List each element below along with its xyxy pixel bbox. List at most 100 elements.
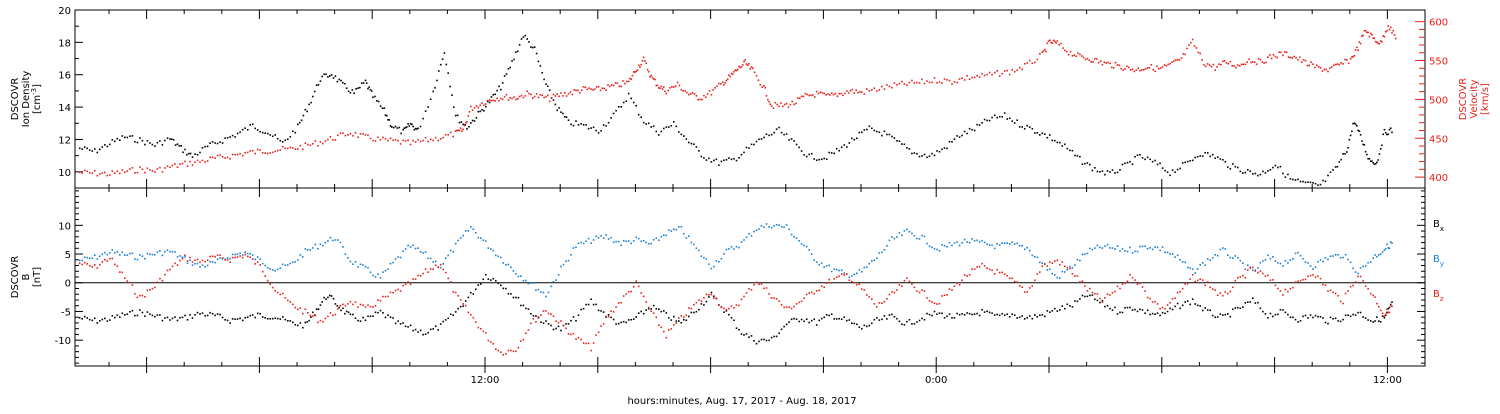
density-point [1209, 155, 1211, 158]
density-point [1264, 172, 1267, 174]
density-point [376, 100, 378, 102]
bx-point [710, 291, 713, 294]
b-label-line: B [21, 273, 32, 280]
bz-point [981, 262, 983, 265]
density-point [560, 111, 562, 113]
bx-point [1352, 313, 1354, 316]
by-point [530, 282, 532, 284]
bx-point [349, 313, 352, 316]
bz-point [512, 350, 515, 353]
bx-point [136, 314, 139, 317]
by-point [535, 289, 537, 291]
bz-point [851, 280, 853, 283]
density-point [856, 137, 858, 140]
density-point [429, 98, 432, 100]
density-point [803, 154, 805, 156]
by-point [154, 253, 156, 256]
density-point [921, 155, 923, 157]
velocity-point [151, 170, 154, 172]
density-point [1204, 151, 1206, 154]
bz-point [888, 293, 891, 296]
bx-point [387, 314, 389, 316]
velocity-point [206, 160, 209, 162]
by-point [166, 249, 169, 251]
bz-point [414, 278, 417, 280]
density-point [650, 126, 652, 128]
bz-point [329, 312, 332, 314]
density-point [1368, 158, 1371, 160]
bx-point [1376, 316, 1378, 318]
velocity-point [1028, 59, 1031, 62]
density-point [154, 145, 156, 147]
density-point [1114, 172, 1116, 174]
bz-point [1347, 290, 1349, 292]
velocity-point [1302, 59, 1305, 61]
by-point [871, 260, 873, 262]
velocity-point [486, 99, 489, 102]
bz-point [803, 297, 805, 299]
bz-point [324, 317, 327, 320]
by-point [1171, 253, 1174, 255]
velocity-point [1255, 63, 1258, 65]
bx-point [778, 332, 780, 334]
by-point [1344, 253, 1347, 256]
bx-point [1139, 308, 1141, 311]
velocity-point [978, 76, 981, 78]
bz-point [442, 268, 444, 271]
density-point [577, 124, 580, 126]
bx-point [858, 326, 861, 328]
bx-point [1086, 295, 1089, 298]
bx-point [783, 325, 785, 328]
velocity-point [99, 173, 101, 175]
velocity-point [851, 88, 854, 91]
density-point [592, 126, 595, 129]
bx-point [642, 312, 645, 315]
bz-point [1079, 281, 1081, 283]
velocity-point [674, 85, 677, 87]
bx-point [437, 329, 439, 331]
b-tick-label: -5 [61, 307, 71, 318]
bz-point [1339, 300, 1342, 303]
velocity-point [1366, 31, 1368, 34]
velocity-point [554, 95, 557, 97]
velocity-point [1297, 59, 1299, 61]
bz-point [1144, 290, 1146, 292]
velocity-point [417, 139, 419, 141]
bx-point [241, 319, 244, 322]
by-point [141, 255, 144, 257]
density-point [342, 81, 344, 84]
density-point [1109, 171, 1111, 173]
bz-point [292, 303, 294, 306]
bx-point [838, 317, 840, 320]
by-point [1206, 258, 1209, 260]
by-point [1269, 257, 1272, 260]
density-point [196, 154, 199, 156]
density-point [526, 38, 528, 40]
bx-point [224, 319, 226, 321]
velocity-point [191, 164, 194, 166]
bz-point [1013, 280, 1016, 283]
density-point [570, 123, 572, 126]
velocity-point [680, 88, 683, 91]
density-point [688, 141, 690, 144]
density-point [256, 129, 259, 131]
density-tick-label: 18 [58, 38, 71, 49]
by-point [1347, 258, 1349, 261]
by-point [1329, 255, 1332, 258]
density-point [1259, 173, 1262, 176]
bz-point [1388, 311, 1391, 314]
bx-point [216, 313, 219, 315]
by-point [444, 257, 447, 259]
bz-point [1369, 292, 1372, 295]
velocity-point [886, 84, 888, 86]
velocity-point [601, 87, 604, 90]
velocity-point [836, 95, 839, 98]
bz-point [1124, 282, 1126, 285]
bz-point [961, 279, 963, 282]
bz-point [372, 306, 374, 308]
velocity-point [605, 89, 607, 91]
bz-point [256, 261, 259, 263]
bz-point [928, 300, 931, 302]
density-point [1274, 164, 1277, 167]
bx-point [597, 309, 600, 312]
